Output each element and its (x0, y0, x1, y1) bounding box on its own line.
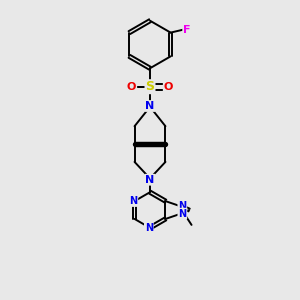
Text: N: N (145, 223, 153, 233)
Text: N: N (129, 196, 137, 206)
Text: N: N (178, 208, 186, 219)
Text: O: O (164, 82, 173, 92)
Text: F: F (183, 25, 191, 34)
Text: N: N (178, 202, 186, 212)
Text: S: S (146, 80, 154, 93)
Text: N: N (146, 101, 154, 111)
Text: O: O (127, 82, 136, 92)
Text: N: N (146, 175, 154, 185)
